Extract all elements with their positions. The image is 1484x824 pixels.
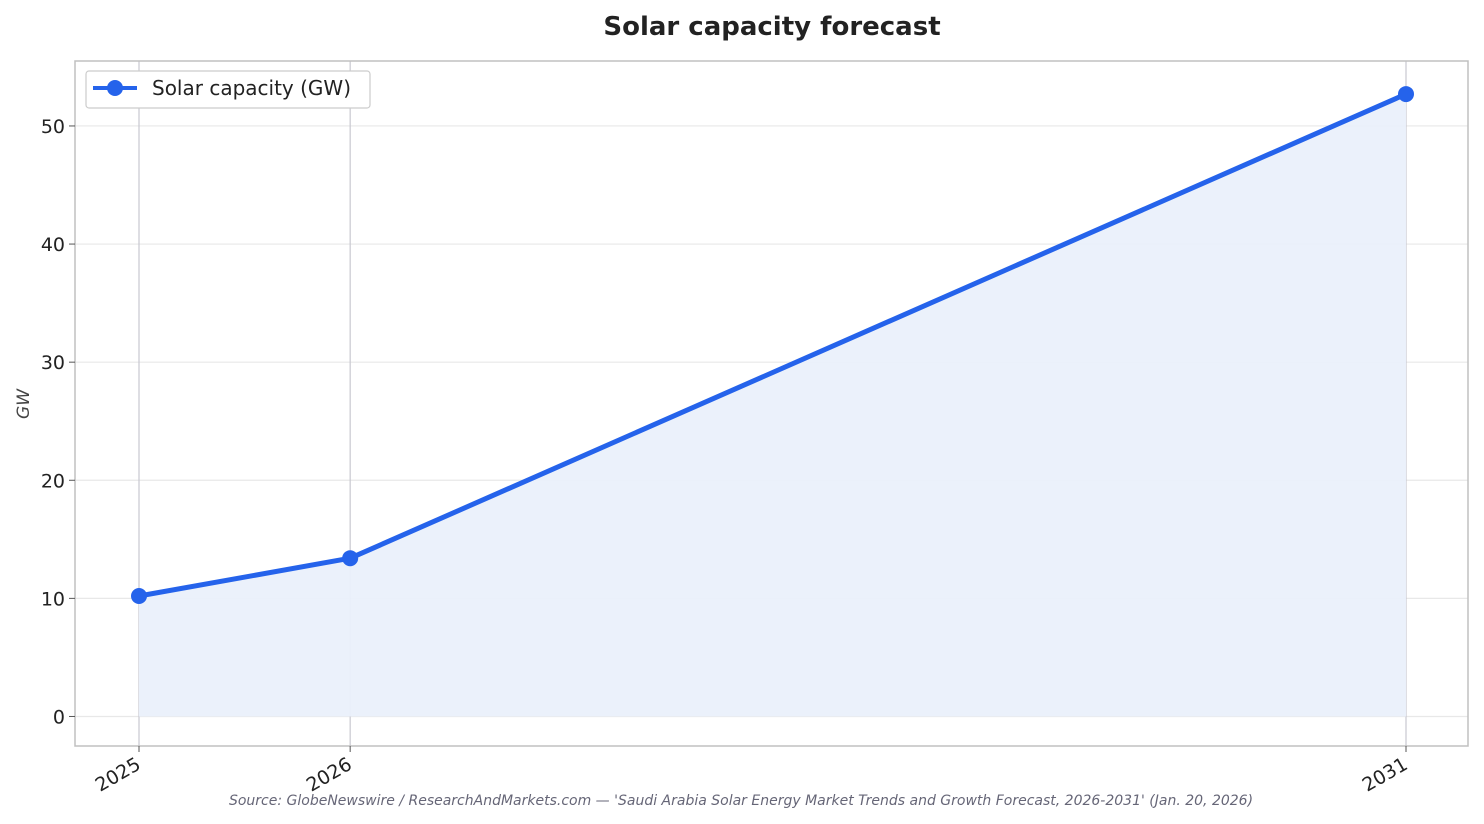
x-tick-label: 2031 xyxy=(1359,753,1412,796)
y-tick-label: 0 xyxy=(53,706,65,728)
x-tick-label: 2026 xyxy=(303,753,356,796)
x-tick-label: 2025 xyxy=(92,753,145,796)
y-tick-label: 10 xyxy=(41,588,65,610)
source-note: Source: GlobeNewswire / ResearchAndMarke… xyxy=(229,793,1253,809)
y-tick-label: 40 xyxy=(41,234,65,256)
series-area xyxy=(139,94,1406,717)
data-point xyxy=(131,588,147,605)
data-points xyxy=(131,86,1414,605)
y-axis-label: GW xyxy=(14,388,34,419)
y-tick-label: 30 xyxy=(41,352,65,374)
y-axis-ticks: 0 10 20 30 40 50 xyxy=(41,116,75,728)
legend-box xyxy=(85,70,371,109)
y-tick-label: 50 xyxy=(41,116,65,138)
data-point xyxy=(1398,86,1414,103)
legend-label: Solar capacity (GW) xyxy=(152,76,351,100)
area-fill-layer xyxy=(139,94,1406,717)
data-point xyxy=(342,550,359,567)
legend-marker xyxy=(107,80,123,96)
chart-title: Solar capacity forecast xyxy=(603,12,940,42)
y-tick-label: 20 xyxy=(41,470,65,492)
legend: Solar capacity (GW) xyxy=(85,70,371,109)
x-axis-ticks: 2025 2026 2031 xyxy=(92,746,1412,797)
plot-frame xyxy=(74,60,1469,747)
